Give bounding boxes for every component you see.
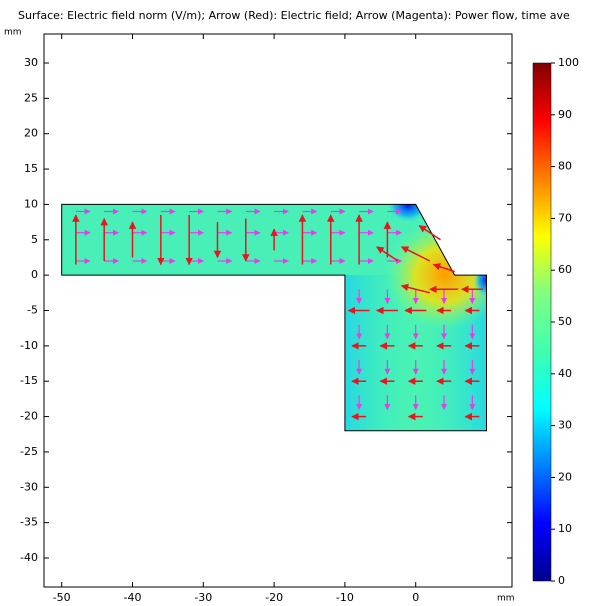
colorbar-tick-label: 10 [558, 522, 572, 535]
x-tick-label: -40 [124, 591, 142, 604]
y-tick-label: -25 [20, 445, 38, 458]
e-field-arrow [400, 246, 431, 262]
e-field-arrow [376, 246, 399, 262]
y-tick-label: 0 [31, 268, 38, 281]
colorbar-tick-label: 0 [558, 574, 565, 587]
y-tick-label: -5 [27, 304, 38, 317]
y-tick-label: 10 [24, 197, 38, 210]
y-tick-label: 25 [24, 91, 38, 104]
y-tick-label: -20 [20, 410, 38, 423]
y-tick-label: -30 [20, 480, 38, 493]
colorbar-tick-label: 80 [558, 160, 572, 173]
x-tick-label: 0 [412, 591, 419, 604]
y-tick-label: 5 [31, 233, 38, 246]
colorbar-tick-label: 40 [558, 367, 572, 380]
colorbar-tick-label: 60 [558, 263, 572, 276]
y-tick-label: 30 [24, 56, 38, 69]
colorbar [532, 62, 552, 582]
x-tick-label: -50 [53, 591, 71, 604]
y-tick-label: -10 [20, 339, 38, 352]
y-tick-label: -40 [20, 551, 38, 564]
x-unit: mm [497, 594, 515, 604]
colorbar-tick-label: 30 [558, 419, 572, 432]
x-tick-label: -20 [265, 591, 283, 604]
colorbar-tick-label: 100 [558, 56, 579, 69]
colorbar-tick-label: 20 [558, 470, 572, 483]
e-field-arrow [400, 283, 431, 294]
e-field-arrow [418, 225, 441, 241]
colorbar-tick-label: 70 [558, 211, 572, 224]
domain-outline [61, 203, 488, 432]
y-unit: mm [4, 28, 22, 38]
y-tick-label: -35 [20, 516, 38, 529]
e-field-arrow [432, 263, 455, 273]
y-tick-label: 20 [24, 127, 38, 140]
y-tick-label: 15 [24, 162, 38, 175]
chart-title: Surface: Electric field norm (V/m); Arro… [18, 9, 570, 22]
y-tick-label: -15 [20, 374, 38, 387]
colorbar-tick-label: 90 [558, 108, 572, 121]
x-tick-label: -30 [194, 591, 212, 604]
x-tick-label: -10 [336, 591, 354, 604]
colorbar-tick-label: 50 [558, 315, 572, 328]
